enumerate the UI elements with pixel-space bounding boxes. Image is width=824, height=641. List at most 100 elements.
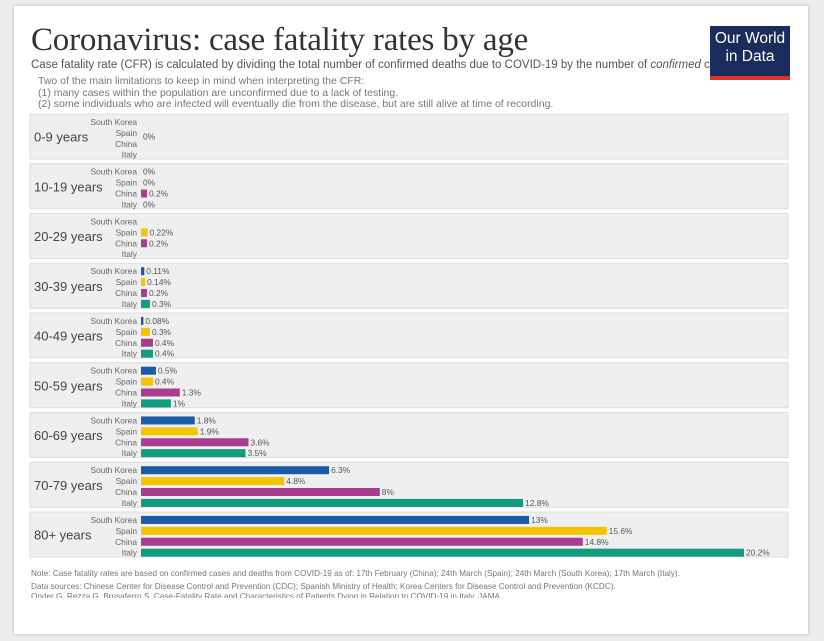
- bar-50-59-years-south-korea: [141, 366, 156, 375]
- country-label-80-years-south-korea: South Korea: [90, 515, 137, 525]
- limitation-2: (2) some individuals who are infected wi…: [38, 98, 554, 110]
- bar-30-39-years-italy: [141, 299, 150, 308]
- value-label-20-29-years-spain: 0.22%: [150, 227, 174, 237]
- country-label-50-59-years-italy: Italy: [122, 398, 138, 408]
- bar-40-49-years-china: [141, 338, 153, 347]
- bar-30-39-years-south-korea: [141, 267, 145, 276]
- value-label-30-39-years-china: 0.2%: [149, 288, 169, 298]
- value-label-80-years-china: 14.8%: [585, 537, 609, 547]
- value-label-40-49-years-spain: 0.3%: [152, 327, 172, 337]
- value-label-70-79-years-italy: 12.8%: [525, 498, 549, 508]
- age-label-40-49-years: 40-49 years: [34, 329, 103, 344]
- country-label-0-9-years-china: China: [115, 139, 137, 149]
- bar-80-years-china: [141, 537, 583, 546]
- bar-80-years-italy: [141, 548, 744, 557]
- bar-50-59-years-china: [141, 388, 180, 397]
- value-label-40-49-years-china: 0.4%: [155, 338, 175, 348]
- country-label-10-19-years-china: China: [115, 189, 137, 199]
- country-label-40-49-years-china: China: [115, 338, 137, 348]
- footer-sources: Data sources: Chinese Center for Disease…: [31, 582, 616, 591]
- value-label-70-79-years-china: 8%: [382, 487, 395, 497]
- logo-line-1: Our World: [714, 30, 786, 47]
- value-label-50-59-years-south-korea: 0.5%: [158, 366, 178, 376]
- country-label-40-49-years-spain: Spain: [116, 327, 138, 337]
- country-label-60-69-years-south-korea: South Korea: [90, 415, 137, 425]
- value-label-20-29-years-china: 0.2%: [149, 238, 169, 248]
- subtitle-emphasis: confirmed: [650, 59, 701, 71]
- country-label-50-59-years-china: China: [115, 388, 137, 398]
- bar-40-49-years-italy: [141, 349, 153, 358]
- bar-60-69-years-china: [141, 438, 249, 447]
- limitation-1: (1) many cases within the population are…: [38, 87, 399, 99]
- country-label-50-59-years-spain: Spain: [116, 377, 138, 387]
- bar-20-29-years-china: [141, 239, 147, 248]
- age-label-50-59-years: 50-59 years: [34, 378, 103, 393]
- footer-note: Note: Case fatality rates are based on c…: [31, 569, 680, 578]
- value-label-10-19-years-south-korea: 0%: [143, 167, 156, 177]
- age-label-30-39-years: 30-39 years: [34, 279, 103, 294]
- country-label-30-39-years-italy: Italy: [122, 299, 138, 309]
- value-label-10-19-years-spain: 0%: [143, 178, 156, 188]
- country-label-70-79-years-spain: Spain: [116, 476, 138, 486]
- country-label-30-39-years-spain: Spain: [116, 277, 138, 287]
- footer-reference: Onder G, Rezza G, Brusaferro S. Case-Fat…: [31, 592, 503, 598]
- bar-40-49-years-south-korea: [141, 316, 144, 325]
- bar-40-49-years-spain: [141, 327, 150, 336]
- country-label-30-39-years-south-korea: South Korea: [90, 266, 137, 276]
- country-label-30-39-years-china: China: [115, 288, 137, 298]
- value-label-80-years-italy: 20.2%: [746, 548, 770, 558]
- country-label-70-79-years-italy: Italy: [122, 498, 138, 508]
- limitations-intro: Two of the main limitations to keep in m…: [38, 75, 365, 87]
- bar-70-79-years-italy: [141, 498, 524, 507]
- country-label-20-29-years-china: China: [115, 238, 137, 248]
- value-label-50-59-years-italy: 1%: [173, 398, 186, 408]
- country-label-40-49-years-south-korea: South Korea: [90, 316, 137, 326]
- age-panel-10-19-years: [29, 163, 789, 210]
- value-label-30-39-years-spain: 0.14%: [147, 277, 171, 287]
- country-label-80-years-china: China: [115, 537, 137, 547]
- country-label-20-29-years-south-korea: South Korea: [90, 216, 137, 226]
- bar-60-69-years-italy: [141, 449, 246, 458]
- bar-70-79-years-china: [141, 488, 380, 496]
- age-panel-0-9-years: [29, 113, 789, 160]
- bar-80-years-spain: [141, 526, 607, 535]
- country-label-70-79-years-south-korea: South Korea: [90, 465, 137, 475]
- country-label-80-years-spain: Spain: [116, 526, 138, 536]
- value-label-50-59-years-china: 1.3%: [182, 388, 202, 398]
- value-label-30-39-years-south-korea: 0.11%: [146, 266, 170, 276]
- logo-line-2: in Data: [725, 48, 775, 65]
- bar-20-29-years-spain: [141, 228, 148, 237]
- bar-70-79-years-south-korea: [141, 466, 330, 475]
- age-label-0-9-years: 0-9 years: [34, 130, 89, 145]
- chart-title: Coronavirus: case fatality rates by age: [31, 22, 529, 58]
- bar-60-69-years-south-korea: [141, 416, 195, 425]
- country-label-0-9-years-south-korea: South Korea: [90, 117, 137, 127]
- value-label-60-69-years-south-korea: 1.8%: [197, 415, 217, 425]
- country-label-60-69-years-italy: Italy: [122, 448, 138, 458]
- age-label-10-19-years: 10-19 years: [34, 179, 103, 194]
- bar-30-39-years-spain: [141, 278, 146, 287]
- country-label-0-9-years-spain: Spain: [116, 128, 138, 138]
- value-label-40-49-years-south-korea: 0.08%: [145, 316, 169, 326]
- bar-80-years-south-korea: [141, 515, 530, 524]
- owid-logo[interactable]: Our World in Data: [710, 26, 790, 80]
- age-label-20-29-years: 20-29 years: [34, 229, 103, 244]
- bar-50-59-years-spain: [141, 377, 153, 386]
- bar-30-39-years-china: [141, 289, 147, 297]
- value-label-80-years-spain: 15.6%: [609, 526, 633, 536]
- value-label-60-69-years-italy: 3.5%: [247, 448, 267, 458]
- country-label-70-79-years-china: China: [115, 487, 137, 497]
- age-panel-40-49-years: [29, 312, 789, 359]
- value-label-60-69-years-china: 3.6%: [250, 437, 270, 447]
- country-label-60-69-years-china: China: [115, 437, 137, 447]
- bar-50-59-years-italy: [141, 399, 171, 408]
- value-label-0-9-years: 0%: [143, 132, 156, 142]
- value-label-30-39-years-italy: 0.3%: [152, 299, 172, 309]
- bar-60-69-years-spain: [141, 427, 198, 436]
- age-panel-20-29-years: [29, 213, 789, 259]
- age-label-80-years: 80+ years: [34, 528, 92, 543]
- age-label-60-69-years: 60-69 years: [34, 428, 103, 443]
- value-label-60-69-years-spain: 1.9%: [200, 426, 220, 436]
- value-label-10-19-years-china: 0.2%: [149, 189, 169, 199]
